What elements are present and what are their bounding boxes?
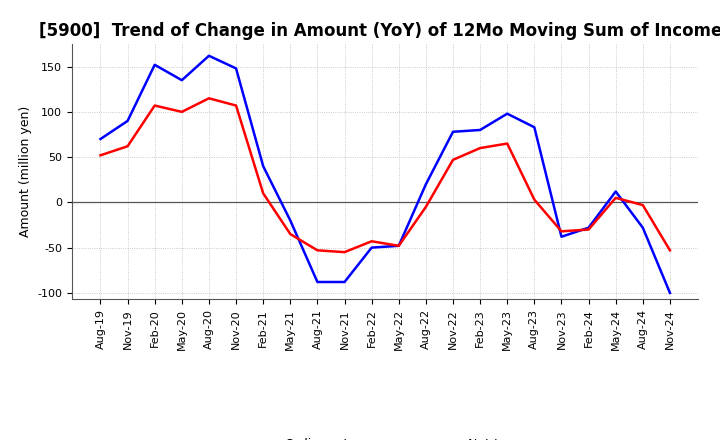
Net Income (341, 249, 349, 255)
Net Income (395, 243, 403, 249)
Net Income (421, 204, 430, 209)
Legend: Ordinary Income, Net Income: Ordinary Income, Net Income (231, 438, 539, 440)
Net Income (449, 157, 457, 162)
Net Income (178, 109, 186, 114)
Net Income (313, 248, 322, 253)
Net Income (530, 197, 539, 202)
Net Income (259, 191, 268, 196)
Net Income (476, 146, 485, 151)
Ordinary Income (584, 225, 593, 231)
Net Income (204, 95, 213, 101)
Title: [5900]  Trend of Change in Amount (YoY) of 12Mo Moving Sum of Incomes: [5900] Trend of Change in Amount (YoY) o… (39, 22, 720, 40)
Ordinary Income (178, 77, 186, 83)
Ordinary Income (341, 279, 349, 285)
Ordinary Income (232, 66, 240, 71)
Net Income (665, 248, 674, 253)
Net Income (639, 202, 647, 208)
Line: Ordinary Income: Ordinary Income (101, 56, 670, 293)
Net Income (150, 103, 159, 108)
Ordinary Income (449, 129, 457, 135)
Ordinary Income (367, 245, 376, 250)
Net Income (123, 143, 132, 149)
Ordinary Income (259, 164, 268, 169)
Ordinary Income (530, 125, 539, 130)
Ordinary Income (421, 182, 430, 187)
Ordinary Income (557, 234, 566, 239)
Net Income (584, 227, 593, 232)
Net Income (367, 238, 376, 244)
Ordinary Income (123, 118, 132, 124)
Net Income (557, 229, 566, 234)
Ordinary Income (150, 62, 159, 67)
Net Income (96, 153, 105, 158)
Line: Net Income: Net Income (101, 98, 670, 252)
Ordinary Income (313, 279, 322, 285)
Ordinary Income (286, 218, 294, 223)
Net Income (503, 141, 511, 146)
Ordinary Income (611, 189, 620, 194)
Ordinary Income (96, 136, 105, 142)
Net Income (232, 103, 240, 108)
Ordinary Income (639, 225, 647, 231)
Ordinary Income (476, 127, 485, 132)
Ordinary Income (665, 290, 674, 296)
Net Income (611, 195, 620, 201)
Ordinary Income (395, 243, 403, 249)
Ordinary Income (204, 53, 213, 59)
Ordinary Income (503, 111, 511, 116)
Y-axis label: Amount (million yen): Amount (million yen) (19, 106, 32, 237)
Net Income (286, 231, 294, 237)
